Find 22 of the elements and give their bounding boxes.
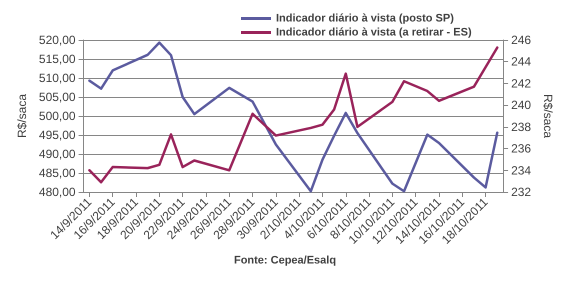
y2-tick-label: 238 [511, 120, 532, 134]
y2-tick-label: 236 [511, 142, 532, 156]
y-tick-label: 500,00 [38, 109, 76, 123]
y-tick-label: 510,00 [38, 71, 76, 85]
y-tick-label: 505,00 [38, 90, 76, 104]
legend-label: Indicador diário à vista (a retirar - ES) [276, 26, 472, 38]
legend-label: Indicador diário à vista (posto SP) [276, 12, 454, 24]
y-axis-title: R$/saca [15, 94, 29, 138]
y2-tick-label: 234 [511, 163, 532, 178]
y-tick-label: 485,00 [38, 166, 76, 180]
y2-tick-label: 242 [511, 76, 532, 90]
y2-tick-label: 240 [511, 98, 532, 112]
y-tick-label: 520,00 [38, 33, 76, 47]
source-note: Fonte: Cepea/Esalq [234, 254, 336, 266]
y-tick-label: 495,00 [38, 128, 76, 142]
y2-tick-label: 232 [511, 185, 532, 199]
y2-tick-label: 244 [511, 54, 532, 69]
y-tick-label: 490,00 [38, 147, 76, 161]
y-tick-label: 515,00 [38, 52, 76, 66]
y-tick-label: 480,00 [38, 185, 76, 199]
y2-tick-label: 246 [511, 33, 532, 47]
y2-axis-title: R$/saca [541, 94, 555, 138]
